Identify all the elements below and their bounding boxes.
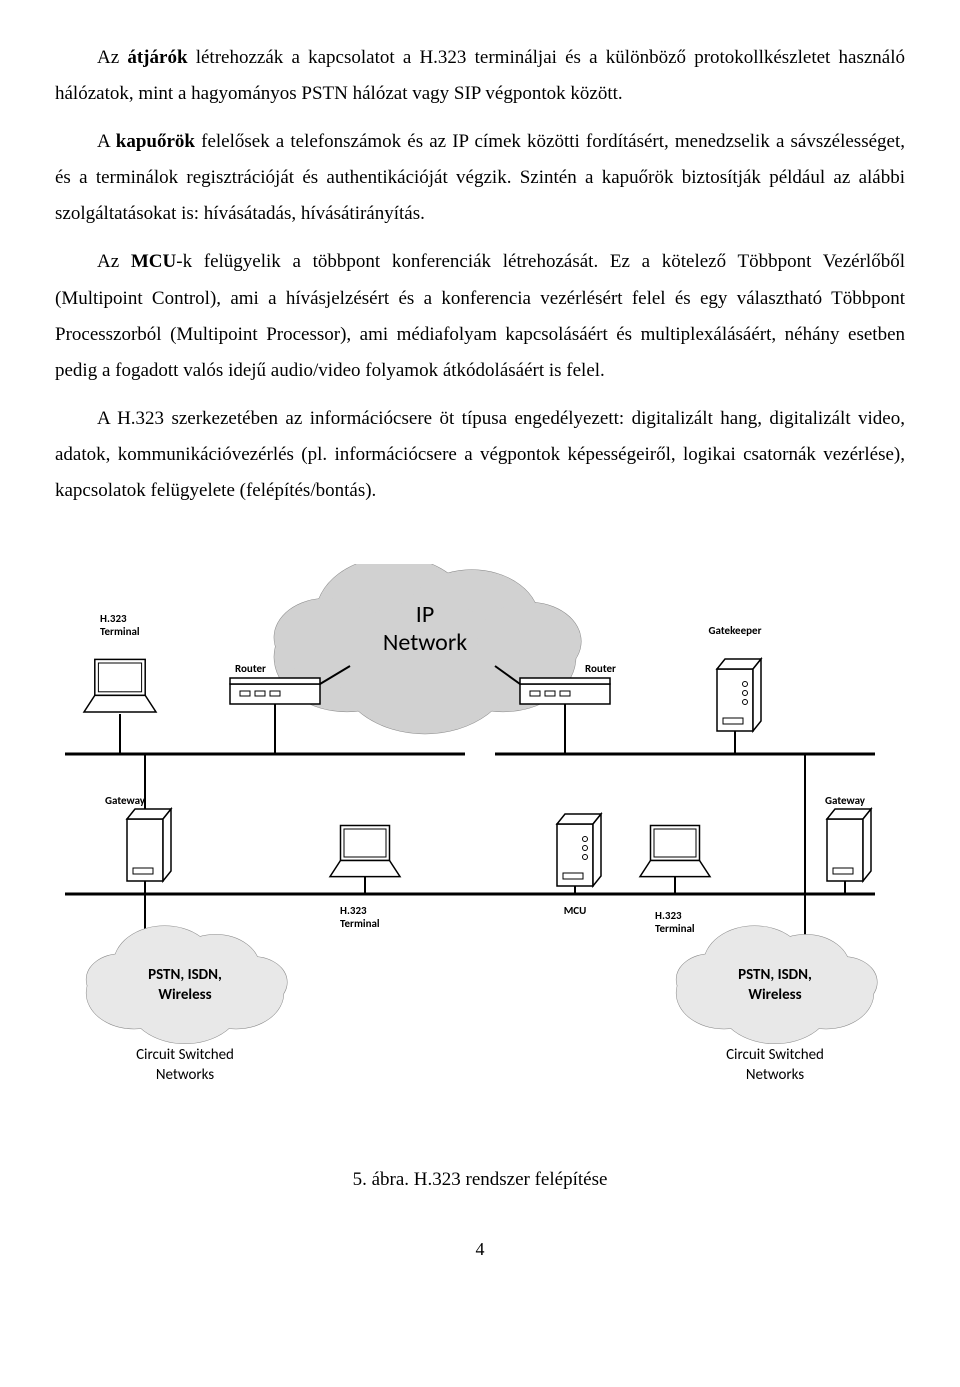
svg-text:Gatekeeper: Gatekeeper [709, 624, 762, 637]
svg-text:Router: Router [585, 662, 616, 675]
svg-text:MCU: MCU [564, 904, 587, 917]
svg-text:H.323: H.323 [340, 904, 367, 917]
paragraph-2: A kapuőrök felelősek a telefonszámok és … [55, 124, 905, 232]
paragraph-4: A H.323 szerkezetében az információcsere… [55, 401, 905, 509]
svg-text:Gateway: Gateway [105, 794, 146, 807]
p2-pre: A [97, 131, 116, 152]
p2-bold: kapuőrök [116, 131, 195, 152]
svg-text:Networks: Networks [746, 1066, 804, 1084]
paragraph-1: Az átjárók létrehozzák a kapcsolatot a H… [55, 40, 905, 112]
svg-text:Router: Router [235, 662, 266, 675]
svg-text:Network: Network [383, 628, 467, 657]
svg-text:Terminal: Terminal [100, 625, 140, 638]
p4-text: A H.323 szerkezetében az információcsere… [55, 408, 905, 501]
svg-text:IP: IP [416, 600, 434, 629]
svg-text:PSTN, ISDN,: PSTN, ISDN, [148, 966, 222, 984]
svg-text:Wireless: Wireless [748, 986, 801, 1004]
p1-bold: átjárók [127, 47, 187, 68]
svg-text:Circuit Switched: Circuit Switched [726, 1046, 824, 1064]
paragraph-3: Az MCU-k felügyelik a többpont konferenc… [55, 244, 905, 388]
p3-post: -k felügyelik a többpont konferenciák lé… [55, 251, 905, 380]
p3-bold: MCU [131, 251, 176, 272]
diagram-caption: 5. ábra. H.323 rendszer felépítése [55, 1169, 905, 1191]
svg-text:H.323: H.323 [655, 909, 682, 922]
svg-text:Networks: Networks [156, 1066, 214, 1084]
svg-text:Gateway: Gateway [825, 794, 866, 807]
svg-text:Terminal: Terminal [340, 917, 380, 930]
p3-pre: Az [97, 251, 131, 272]
svg-text:PSTN, ISDN,: PSTN, ISDN, [738, 966, 812, 984]
svg-text:Wireless: Wireless [158, 986, 211, 1004]
diagram-h323-architecture: IPNetworkH.323TerminalRouterRouterGateke… [55, 564, 905, 1129]
svg-text:H.323: H.323 [100, 612, 127, 625]
page-number: 4 [55, 1239, 905, 1260]
p1-pre: Az [97, 47, 127, 68]
svg-text:Terminal: Terminal [655, 922, 695, 935]
svg-text:Circuit Switched: Circuit Switched [136, 1046, 234, 1064]
